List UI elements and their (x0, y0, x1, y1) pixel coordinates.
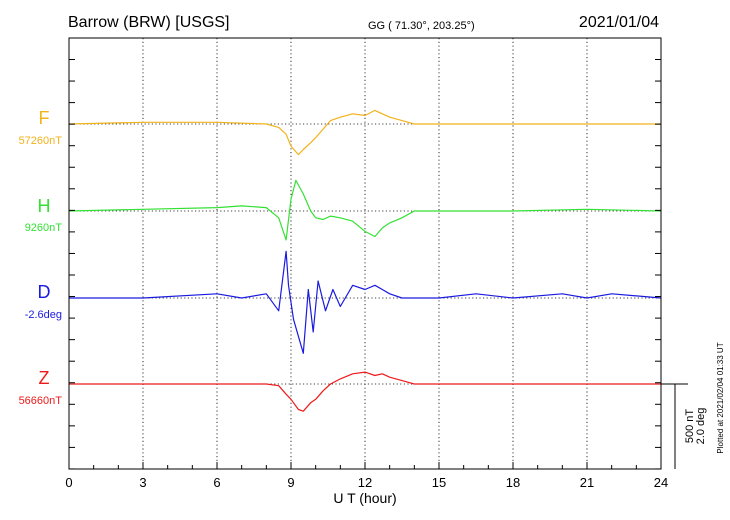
x-tick-label: 15 (432, 475, 446, 490)
station-title: Barrow (BRW) [USGS] (68, 14, 230, 31)
series-lines (68, 109, 662, 412)
series-line-d (69, 250, 662, 354)
series-baseline-label-h: 9260nT (25, 222, 63, 234)
station-coords: GG ( 71.30°, 203.25°) (368, 20, 475, 32)
baselines (69, 123, 661, 385)
series-baseline-label-z: 56660nT (19, 395, 63, 407)
plotted-at-note: Plotted at 2021/02/04 01:33 UT (716, 342, 725, 453)
scale-deg-label: 2.0 deg (695, 408, 707, 445)
x-tick-label: 24 (654, 475, 668, 490)
x-tick-labels: 0 3 6 9 12 15 18 21 24 (65, 475, 668, 490)
x-tick-label: 18 (506, 475, 520, 490)
scale-nt-label: 500 nT (684, 409, 696, 444)
series-name-d: D (38, 282, 51, 302)
series-labels: F 57260nT H 9260nT D -2.6deg Z 56660nT (19, 108, 63, 407)
series-name-h: H (38, 196, 51, 216)
x-tick-label: 0 (65, 475, 72, 490)
series-baseline-label-d: -2.6deg (25, 309, 62, 321)
x-tick-label: 3 (139, 475, 146, 490)
tick-marks (68, 59, 662, 470)
x-tick-label: 6 (213, 475, 220, 490)
series-baseline-label-f: 57260nT (19, 135, 63, 147)
series-line-z (69, 371, 661, 412)
series-name-f: F (39, 108, 50, 128)
x-tick-label: 9 (287, 475, 294, 490)
series-line-h (68, 179, 662, 241)
series-name-z: Z (39, 368, 50, 388)
grid-lines (142, 38, 588, 469)
chart-date: 2021/01/04 (579, 14, 659, 31)
x-tick-label: 12 (358, 475, 372, 490)
series-line-f (68, 109, 661, 156)
x-tick-label: 21 (580, 475, 594, 490)
x-axis-label: U T (hour) (333, 490, 396, 506)
